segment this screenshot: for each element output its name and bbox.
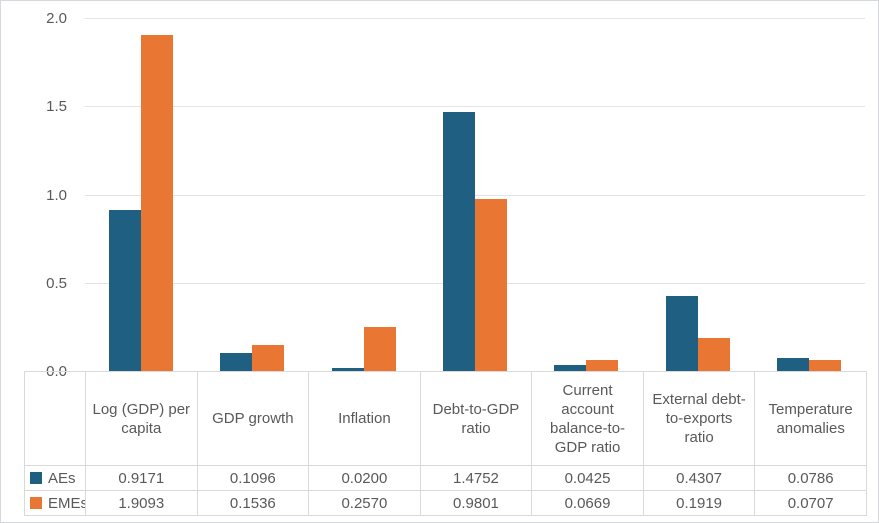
legend-cell: AEs	[24, 465, 86, 491]
value-cell: 0.0425	[531, 465, 644, 491]
table-header: Log (GDP) per capita GDP growth Inflation D…	[24, 371, 867, 466]
emes-bar	[252, 344, 285, 372]
value-cell: 0.2570	[308, 490, 421, 516]
y-axis-tick-label: 0.5	[46, 274, 67, 292]
emes-bar	[697, 338, 730, 372]
value-cell: 0.0707	[754, 490, 867, 516]
value-cell: 0.0669	[531, 490, 644, 516]
emes-bar	[586, 360, 619, 372]
table-row: AEs 0.9171 0.1096 0.0200 1.4752 0.0425 0.4307 0…	[24, 465, 867, 491]
value-cell: 0.4307	[642, 465, 756, 491]
y-axis-tick-label: 2.0	[46, 10, 67, 27]
gridline	[85, 18, 865, 19]
value-cell: 0.1536	[196, 490, 310, 516]
y-axis-tick-label: 1.5	[46, 98, 67, 116]
value-cell: 0.9801	[419, 490, 533, 516]
emes-bar	[474, 199, 507, 372]
legend-cell: EMEs	[24, 490, 86, 516]
bar-group	[196, 19, 307, 372]
aes-bar	[777, 358, 810, 372]
category-header-cell: External debt-to-exports ratio	[642, 371, 756, 466]
aes-bar	[442, 111, 475, 372]
gridline	[85, 106, 865, 108]
table-header-row: Log (GDP) per capita GDP growth Inflation D…	[24, 371, 867, 466]
value-cell: 0.1919	[642, 490, 756, 516]
series-name-label: EMEs	[48, 494, 86, 512]
chart-data-table: Log (GDP) per capita GDP growth Inflation D…	[24, 371, 867, 516]
category-header-cell: GDP growth	[196, 371, 310, 466]
aes-bar	[331, 368, 364, 372]
table-corner-cell	[24, 371, 86, 466]
bar-group	[642, 19, 753, 372]
value-cell: 0.1096	[196, 465, 310, 491]
value-cell: 0.0200	[308, 465, 421, 491]
gridline	[85, 194, 865, 196]
legend-swatch-icon	[30, 496, 42, 509]
aes-bar	[554, 364, 587, 372]
value-cell: 1.9093	[85, 490, 198, 516]
emes-bar	[140, 35, 173, 372]
category-header-cell: Temperature anomalies	[754, 371, 867, 466]
series-name-label: AEs	[48, 469, 76, 487]
emes-bar	[809, 359, 842, 372]
bar-group	[85, 19, 196, 372]
table-row: EMEs 1.9093 0.1536 0.2570 0.9801 0.0669 0.1919…	[24, 490, 867, 516]
category-header-cell: Current account balance-to-GDP ratio	[531, 371, 644, 466]
aes-bar	[220, 352, 253, 372]
bar-group	[308, 19, 419, 372]
aes-bar	[665, 295, 698, 372]
value-cell: 0.9171	[85, 465, 198, 491]
legend-swatch-icon	[30, 471, 42, 484]
aes-bar	[108, 210, 141, 372]
value-cell: 1.4752	[419, 465, 533, 491]
category-header-cell: Debt-to-GDP ratio	[419, 371, 533, 466]
emes-bar	[363, 326, 396, 372]
bar-group	[754, 19, 865, 372]
bar-group	[531, 19, 642, 372]
category-header-cell: Inflation	[308, 371, 421, 466]
value-cell: 0.0786	[754, 465, 867, 491]
table-body: AEs 0.9171 0.1096 0.0200 1.4752 0.0425 0.4307 0…	[24, 465, 867, 516]
bar-group	[419, 19, 530, 372]
category-header-cell: Log (GDP) per capita	[85, 371, 198, 466]
y-axis-tick-label: 1.0	[46, 186, 67, 204]
